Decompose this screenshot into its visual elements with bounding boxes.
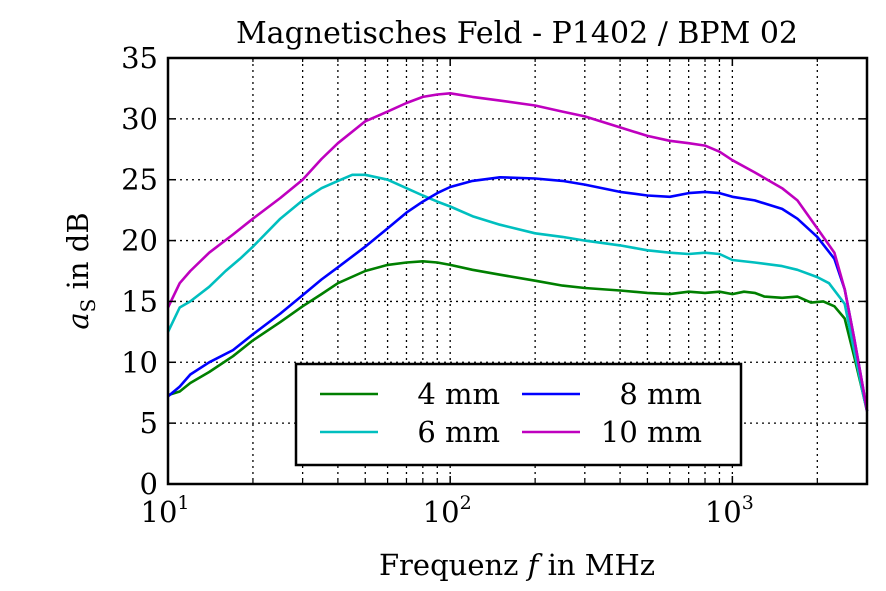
y-tick-label: 30	[121, 102, 158, 136]
series-layer	[166, 92, 869, 412]
x-axis-label-suffix: in MHz	[538, 548, 655, 582]
x-tick-label: 102	[423, 492, 472, 529]
x-tick-label-exponent: 1	[177, 492, 189, 514]
y-tick-labels: 0 5 10 15 20 25 30 35	[121, 41, 158, 501]
y-tick-label: 25	[121, 163, 158, 197]
series-line-1	[167, 259, 869, 412]
axis-ticks	[167, 57, 867, 485]
series-line-3	[167, 176, 869, 412]
y-axis-label: aS in dB	[61, 212, 100, 329]
x-tick-label-base: 10	[423, 495, 460, 529]
series-line-2	[166, 173, 869, 412]
x-axis-label: Frequenz f in MHz	[379, 548, 655, 582]
y-tick-label: 20	[121, 224, 158, 258]
x-tick-label: 101	[141, 492, 190, 529]
x-tick-label-base: 10	[705, 495, 742, 529]
legend-label: 4 mm	[417, 377, 500, 411]
y-axis-label-sub: S	[76, 299, 100, 313]
plot-frame	[166, 56, 869, 486]
x-tick-labels: 101 102 103	[141, 492, 754, 529]
y-tick-label: 35	[121, 41, 158, 75]
x-tick-label-exponent: 2	[460, 492, 472, 514]
y-tick-label: 5	[140, 406, 158, 440]
y-tick-label: 15	[121, 284, 158, 318]
x-tick-label: 103	[705, 492, 754, 529]
x-axis-label-prefix: Frequenz	[379, 548, 528, 582]
series-line-4	[166, 92, 869, 412]
legend-box	[294, 362, 743, 467]
x-tick-label-base: 10	[141, 495, 178, 529]
legend-label: 8 mm	[619, 377, 702, 411]
y-tick-label: 10	[121, 345, 158, 379]
chart-title: Magnetisches Feld - P1402 / BPM 02	[236, 16, 798, 51]
legend-label: 6 mm	[417, 415, 500, 449]
x-tick-label-exponent: 3	[742, 492, 754, 514]
y-axis-label-main: a	[61, 312, 95, 329]
legend-label: 10 mm	[601, 415, 702, 449]
y-tick-label: 0	[140, 467, 158, 501]
legend: 4 mm 6 mm 8 mm 10 mm	[294, 362, 743, 467]
y-axis-label-rest: in dB	[61, 212, 95, 298]
